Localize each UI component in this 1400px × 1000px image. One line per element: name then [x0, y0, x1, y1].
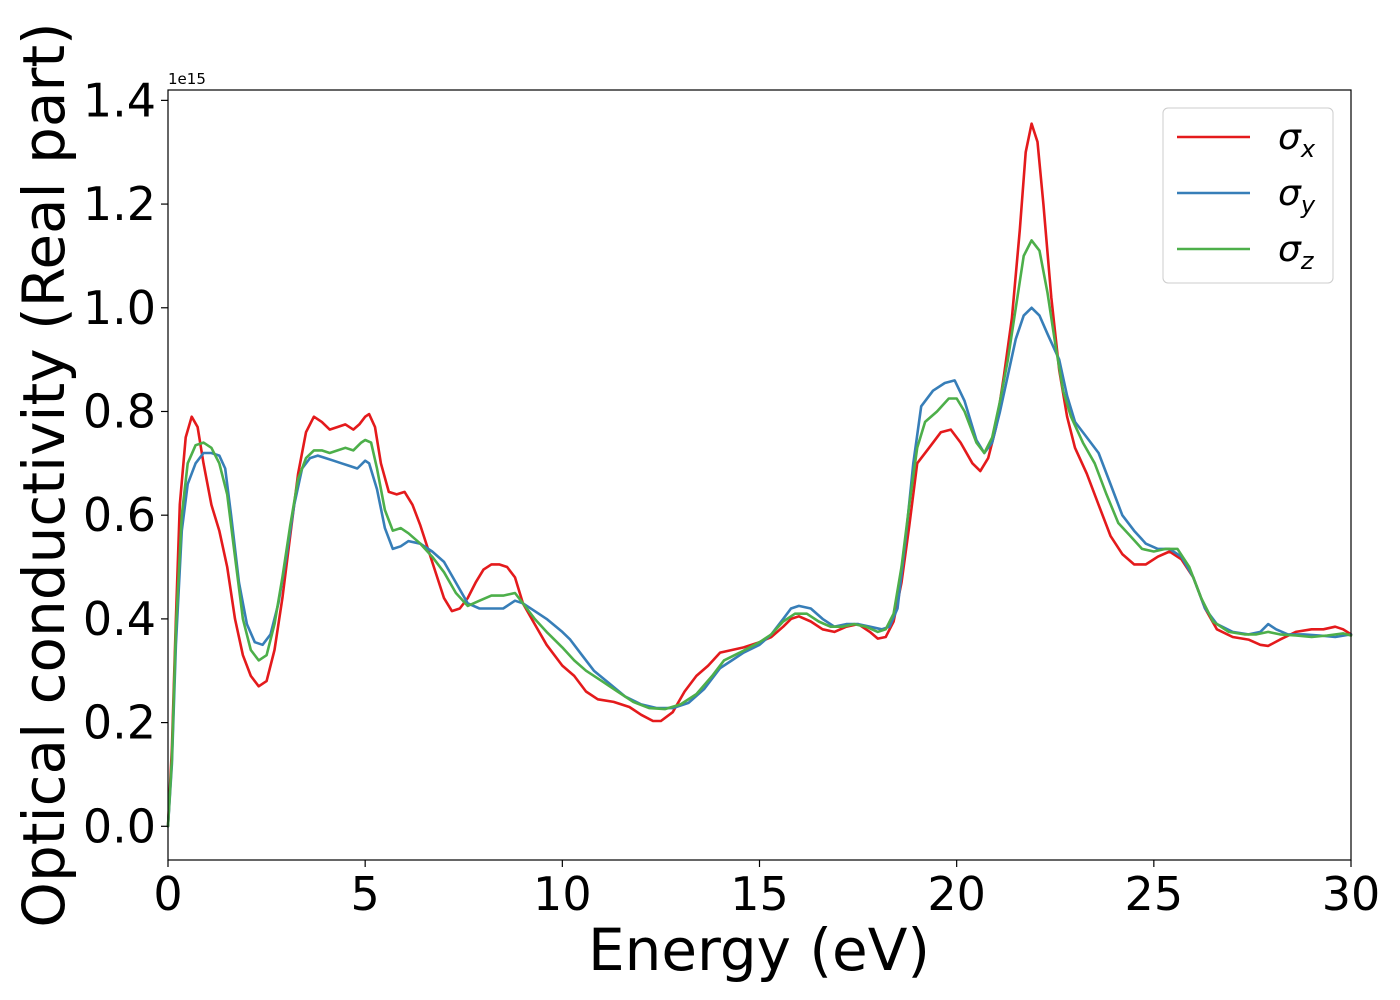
y-offset-label: 1e15: [168, 70, 206, 88]
plot-series-group: [166, 122, 1353, 828]
y-tick-label: 0.4: [83, 592, 156, 646]
x-tick-label: 30: [1322, 867, 1381, 921]
x-tick-label: 20: [927, 867, 986, 921]
y-tick-label: 1.0: [83, 281, 156, 335]
x-tick-label: 0: [153, 867, 182, 921]
legend-label-y: σy: [1278, 173, 1316, 219]
x-axis-ticks: 0 5 10 15 20 25 30: [153, 860, 1380, 921]
y-axis-ticks: 0.0 0.2 0.4 0.6 0.8 1.0 1.2 1.4: [83, 73, 168, 853]
y-tick-label: 0.6: [83, 488, 156, 542]
x-tick-label: 10: [533, 867, 592, 921]
legend-box: [1162, 107, 1334, 284]
series-line-z: [166, 239, 1353, 828]
y-tick-label: 0.8: [83, 384, 156, 438]
y-tick-label: 0.2: [83, 696, 156, 750]
series-line-x: [166, 122, 1353, 828]
y-tick-label: 1.2: [83, 177, 156, 231]
x-tick-label: 15: [730, 867, 789, 921]
x-tick-label: 25: [1125, 867, 1184, 921]
y-tick-label: 0.0: [83, 799, 156, 853]
y-tick-label: 1.4: [83, 73, 156, 127]
y-axis-title: Optical conductivity (Real part): [10, 22, 78, 927]
x-axis-title: Energy (eV): [588, 916, 930, 984]
x-tick-label: 5: [351, 867, 380, 921]
legend: σx σy σz: [1162, 107, 1334, 284]
legend-label-z: σz: [1278, 229, 1315, 275]
legend-label-x: σx: [1278, 117, 1316, 163]
